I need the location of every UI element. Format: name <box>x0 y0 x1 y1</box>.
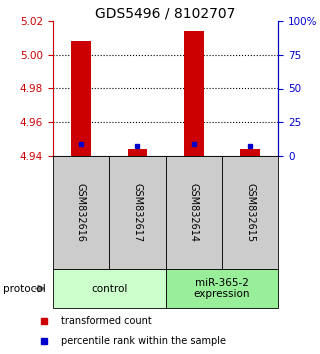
Bar <box>53 269 166 308</box>
Bar <box>128 149 147 156</box>
Text: GSM832615: GSM832615 <box>245 183 255 242</box>
Bar <box>71 41 91 156</box>
Bar <box>109 156 166 269</box>
Text: GSM832616: GSM832616 <box>76 183 86 242</box>
Text: control: control <box>91 284 127 293</box>
Bar <box>240 149 260 156</box>
Text: miR-365-2
expression: miR-365-2 expression <box>194 278 250 299</box>
Bar <box>184 31 204 156</box>
Bar <box>222 156 278 269</box>
Bar <box>166 156 222 269</box>
Text: GSM832614: GSM832614 <box>189 183 199 242</box>
Bar <box>53 156 109 269</box>
Text: transformed count: transformed count <box>61 316 152 326</box>
Title: GDS5496 / 8102707: GDS5496 / 8102707 <box>95 6 236 20</box>
Text: percentile rank within the sample: percentile rank within the sample <box>61 336 226 346</box>
Bar <box>166 269 278 308</box>
Text: GSM832617: GSM832617 <box>132 183 142 242</box>
Text: protocol: protocol <box>3 284 46 293</box>
